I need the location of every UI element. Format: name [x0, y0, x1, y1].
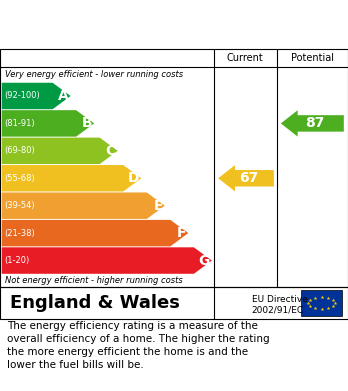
Text: C: C: [106, 144, 116, 158]
Text: 67: 67: [239, 171, 258, 185]
Bar: [301, 290, 342, 316]
Polygon shape: [2, 248, 212, 274]
Text: (21-38): (21-38): [4, 229, 35, 238]
Text: EU Directive: EU Directive: [252, 295, 307, 304]
Text: 2002/91/EC: 2002/91/EC: [252, 305, 304, 314]
Text: England & Wales: England & Wales: [10, 294, 180, 312]
Text: A: A: [58, 89, 69, 103]
Text: Potential: Potential: [291, 53, 334, 63]
Polygon shape: [2, 110, 94, 136]
Text: B: B: [82, 117, 92, 131]
Text: (81-91): (81-91): [4, 119, 35, 128]
Polygon shape: [2, 220, 188, 246]
Text: (69-80): (69-80): [4, 146, 35, 155]
Text: (1-20): (1-20): [4, 256, 30, 265]
Text: G: G: [199, 253, 210, 267]
Text: D: D: [128, 171, 140, 185]
Polygon shape: [2, 138, 118, 164]
Text: (39-54): (39-54): [4, 201, 35, 210]
Text: The energy efficiency rating is a measure of the
overall efficiency of a home. T: The energy efficiency rating is a measur…: [7, 321, 270, 370]
Text: Very energy efficient - lower running costs: Very energy efficient - lower running co…: [5, 70, 183, 79]
Text: Not energy efficient - higher running costs: Not energy efficient - higher running co…: [5, 276, 183, 285]
Polygon shape: [2, 83, 71, 109]
Text: Current: Current: [227, 53, 264, 63]
Text: E: E: [153, 199, 163, 213]
Polygon shape: [281, 110, 344, 136]
Polygon shape: [218, 165, 274, 192]
Polygon shape: [2, 192, 165, 219]
Text: F: F: [177, 226, 187, 240]
Text: (55-68): (55-68): [4, 174, 35, 183]
Text: (92-100): (92-100): [4, 91, 40, 100]
Text: Energy Efficiency Rating: Energy Efficiency Rating: [10, 17, 220, 32]
Polygon shape: [2, 165, 141, 192]
Text: 87: 87: [305, 117, 325, 131]
